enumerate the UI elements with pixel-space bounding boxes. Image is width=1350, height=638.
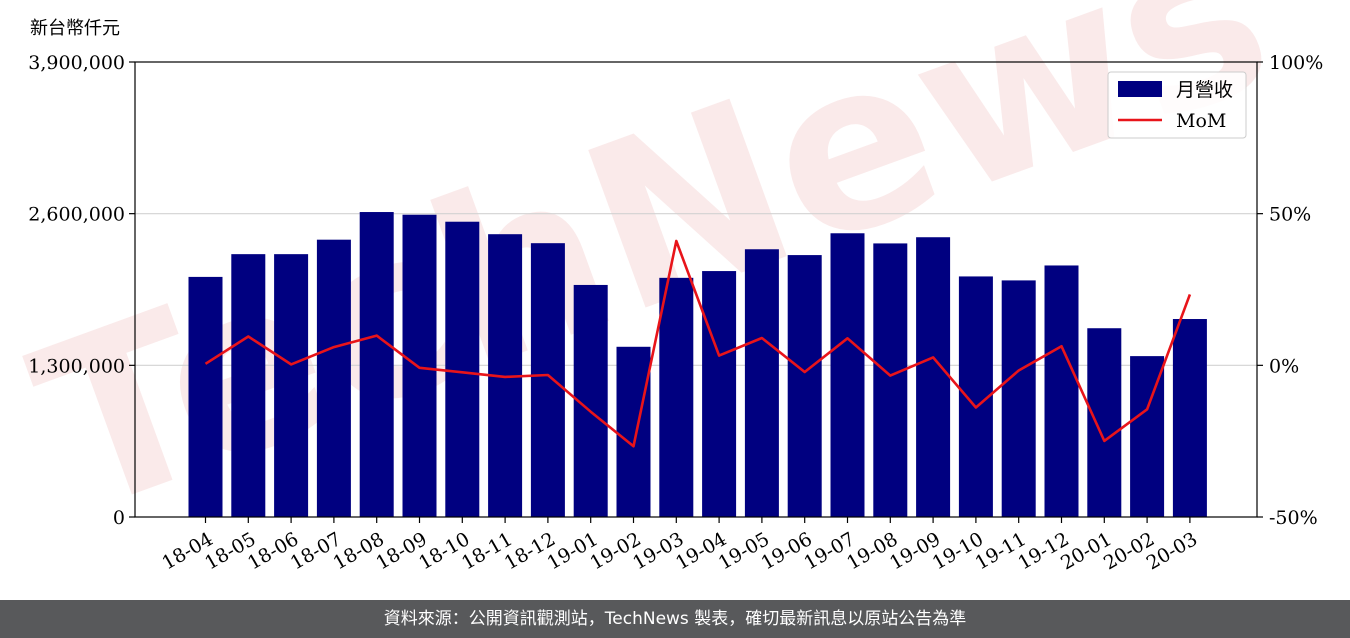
y2-tick-label: 100%	[1269, 52, 1323, 74]
bar-19-07	[830, 233, 865, 517]
legend-swatch-revenue	[1118, 81, 1162, 97]
bar-18-07	[316, 239, 351, 517]
y2-tick-label: -50%	[1269, 507, 1318, 529]
y-tick-label: 3,900,000	[28, 52, 125, 74]
bar-19-09	[916, 237, 951, 517]
right-y-axis: -50% 0% 50% 100%	[1257, 52, 1323, 529]
legend-label-mom: MoM	[1176, 110, 1226, 132]
bar-19-12	[1044, 265, 1079, 517]
legend-label-revenue: 月營收	[1176, 79, 1233, 101]
bar-20-01	[1087, 328, 1122, 517]
bar-19-04	[702, 271, 737, 517]
y2-tick-label: 50%	[1269, 204, 1311, 226]
bar-19-05	[744, 249, 779, 517]
x-tick-label: 20-03	[1143, 528, 1201, 574]
y-axis-label: 新台幣仟元	[30, 18, 120, 39]
bar-18-05	[231, 254, 266, 517]
footer-source-note: 資料來源：公開資訊觀測站，TechNews 製表，確切最新訊息以原站公告為準	[0, 600, 1350, 638]
bar-18-06	[274, 254, 309, 517]
bar-18-10	[445, 221, 480, 517]
bar-19-03	[659, 277, 694, 517]
bar-18-12	[530, 243, 565, 517]
bar-18-04	[188, 276, 223, 517]
bar-series	[188, 212, 1207, 518]
bar-19-08	[873, 243, 908, 517]
bar-20-03	[1172, 319, 1207, 517]
bar-19-06	[787, 255, 822, 518]
bar-19-11	[1001, 280, 1036, 517]
y-tick-label: 2,600,000	[28, 204, 125, 226]
bar-18-09	[402, 214, 437, 517]
plot-frame	[134, 61, 1258, 518]
y-tick-label: 0	[113, 507, 125, 529]
bar-19-02	[616, 346, 651, 517]
line-series	[204, 239, 1192, 448]
legend: 月營收 MoM	[1107, 71, 1247, 139]
bar-18-08	[359, 212, 394, 518]
left-y-axis: 0 1,300,000 2,600,000 3,900,000	[28, 52, 135, 529]
mom-line	[204, 239, 1192, 448]
x-axis: 18-0418-0518-0618-0718-0818-0918-1018-11…	[158, 517, 1201, 574]
y-tick-label: 1,300,000	[28, 355, 125, 377]
y2-tick-label: 0%	[1269, 355, 1299, 377]
bar-20-02	[1130, 356, 1165, 517]
